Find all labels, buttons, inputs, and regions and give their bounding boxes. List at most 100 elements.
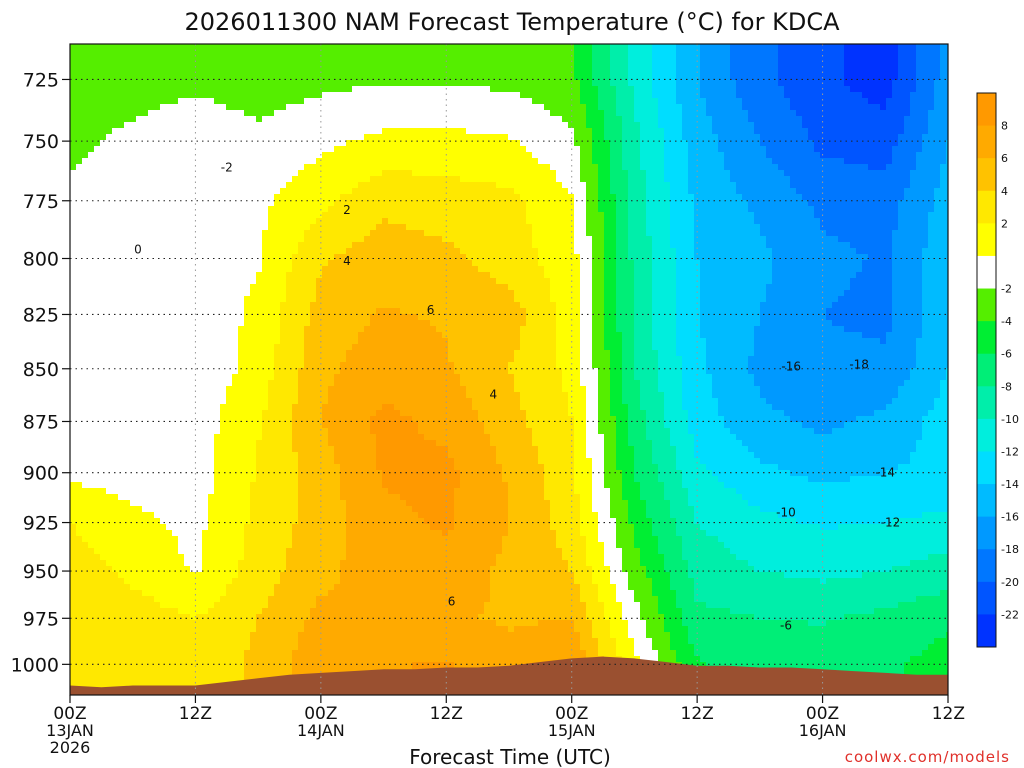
field-cell — [526, 74, 533, 81]
field-cell — [334, 218, 341, 225]
field-cell — [712, 182, 719, 189]
field-cell — [796, 158, 803, 165]
field-cell — [418, 200, 425, 207]
field-cell — [244, 80, 251, 87]
field-cell — [916, 44, 923, 51]
field-cell — [220, 176, 227, 183]
field-cell — [556, 74, 563, 81]
field-cell — [826, 68, 833, 75]
field-cell — [208, 206, 215, 213]
field-cell — [310, 134, 317, 141]
field-cell — [490, 134, 497, 141]
field-cell — [550, 164, 557, 171]
field-cell — [616, 68, 623, 75]
field-cell — [538, 92, 545, 99]
field-cell — [364, 110, 371, 117]
field-cell — [808, 122, 815, 129]
field-cell — [226, 164, 233, 171]
field-cell — [298, 92, 305, 99]
field-cell — [478, 80, 485, 87]
field-cell — [88, 242, 95, 249]
field-cell — [796, 230, 803, 237]
field-cell — [172, 170, 179, 177]
field-cell — [460, 104, 467, 111]
field-cell — [586, 152, 593, 159]
field-cell — [580, 176, 587, 183]
field-cell — [82, 212, 89, 219]
field-cell — [628, 236, 635, 243]
field-cell — [268, 170, 275, 177]
field-cell — [892, 224, 899, 231]
field-cell — [898, 122, 905, 129]
field-cell — [130, 56, 137, 63]
field-cell — [790, 212, 797, 219]
field-cell — [388, 122, 395, 129]
field-cell — [304, 50, 311, 57]
field-cell — [532, 164, 539, 171]
field-cell — [226, 128, 233, 135]
field-cell — [904, 92, 911, 99]
field-cell — [934, 104, 941, 111]
field-cell — [154, 134, 161, 141]
field-cell — [664, 134, 671, 141]
field-cell — [826, 122, 833, 129]
field-cell — [556, 224, 563, 231]
field-cell — [850, 68, 857, 75]
field-cell — [376, 68, 383, 75]
field-cell — [844, 188, 851, 195]
field-cell — [868, 146, 875, 153]
field-cell — [694, 170, 701, 177]
field-cell — [208, 44, 215, 51]
field-cell — [814, 194, 821, 201]
field-cell — [340, 194, 347, 201]
field-cell — [772, 50, 779, 57]
field-cell — [298, 62, 305, 69]
field-cell — [874, 56, 881, 63]
field-cell — [772, 86, 779, 93]
field-cell — [76, 182, 83, 189]
field-cell — [634, 242, 641, 249]
field-cell — [82, 74, 89, 81]
field-cell — [298, 212, 305, 219]
field-cell — [838, 242, 845, 249]
field-cell — [736, 236, 743, 243]
field-cell — [298, 44, 305, 51]
field-cell — [214, 200, 221, 207]
field-cell — [322, 212, 329, 219]
field-cell — [190, 152, 197, 159]
field-cell — [328, 158, 335, 165]
field-cell — [208, 194, 215, 201]
field-cell — [604, 212, 611, 219]
field-cell — [940, 92, 947, 99]
field-cell — [694, 224, 701, 231]
field-cell — [442, 68, 449, 75]
field-cell — [154, 176, 161, 183]
field-cell — [190, 80, 197, 87]
field-cell — [586, 194, 593, 201]
field-cell — [376, 170, 383, 177]
field-cell — [922, 170, 929, 177]
field-cell — [712, 176, 719, 183]
field-cell — [574, 122, 581, 129]
field-cell — [706, 116, 713, 123]
field-cell — [424, 152, 431, 159]
field-cell — [130, 116, 137, 123]
field-cell — [832, 212, 839, 219]
field-cell — [730, 242, 737, 249]
field-cell — [712, 194, 719, 201]
field-cell — [466, 194, 473, 201]
field-cell — [88, 164, 95, 171]
field-cell — [910, 176, 917, 183]
field-cell — [940, 44, 947, 51]
field-cell — [262, 140, 269, 147]
field-cell — [790, 140, 797, 147]
field-cell — [604, 230, 611, 237]
field-cell — [694, 50, 701, 57]
field-cell — [484, 122, 491, 129]
field-cell — [616, 56, 623, 63]
field-cell — [922, 104, 929, 111]
field-cell — [754, 164, 761, 171]
field-cell — [574, 170, 581, 177]
field-cell — [808, 146, 815, 153]
field-cell — [874, 110, 881, 117]
